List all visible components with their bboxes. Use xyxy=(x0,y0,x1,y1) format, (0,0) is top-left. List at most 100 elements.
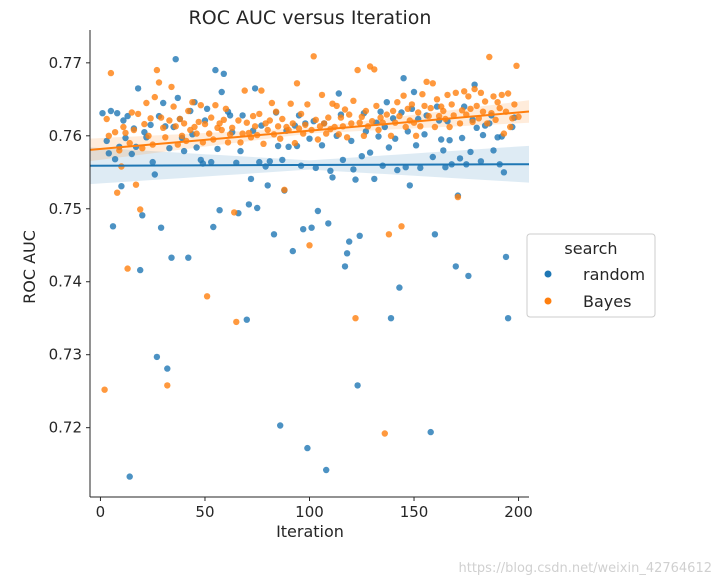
data-point-bayes xyxy=(143,99,150,107)
data-point-bayes xyxy=(151,93,158,101)
y-tick-label: 0.74 xyxy=(49,273,82,291)
data-point-bayes xyxy=(208,114,215,121)
data-point-bayes xyxy=(222,105,230,113)
data-point-bayes xyxy=(425,112,432,120)
data-point-bayes xyxy=(132,181,140,188)
legend-title: search xyxy=(564,239,617,258)
y-axis-title: ROC AUC xyxy=(20,230,39,304)
data-point-bayes xyxy=(385,231,393,238)
data-point-random xyxy=(502,253,510,261)
data-point-random xyxy=(341,263,349,270)
data-point-bayes xyxy=(389,107,397,115)
data-point-random xyxy=(185,254,192,261)
data-point-bayes xyxy=(362,107,370,115)
data-point-bayes xyxy=(490,93,497,100)
data-point-bayes xyxy=(178,132,186,139)
data-point-bayes xyxy=(318,91,326,99)
y-tick-label: 0.73 xyxy=(49,346,82,364)
data-point-random xyxy=(465,272,472,280)
data-point-bayes xyxy=(224,139,232,146)
data-point-bayes xyxy=(335,131,342,138)
data-point-random xyxy=(477,158,485,165)
data-point-bayes xyxy=(170,103,177,110)
data-point-random xyxy=(356,232,363,239)
data-point-bayes xyxy=(237,139,244,146)
y-tick-label: 0.77 xyxy=(49,54,82,72)
data-point-bayes xyxy=(435,112,443,120)
data-point-random xyxy=(304,444,311,452)
data-point-random xyxy=(442,164,449,171)
data-point-random xyxy=(251,85,259,92)
data-point-bayes xyxy=(323,130,330,137)
data-point-bayes xyxy=(448,101,455,108)
data-point-random xyxy=(346,238,353,245)
y-tick-label: 0.72 xyxy=(49,419,82,437)
data-point-random xyxy=(214,145,221,153)
data-point-bayes xyxy=(383,111,390,118)
data-point-random xyxy=(120,117,127,124)
data-point-bayes xyxy=(212,102,219,109)
data-point-bayes xyxy=(147,115,154,122)
data-point-bayes xyxy=(157,114,165,121)
data-point-random xyxy=(111,156,119,163)
data-point-bayes xyxy=(375,126,382,134)
data-point-bayes xyxy=(266,117,273,124)
data-point-random xyxy=(323,466,330,474)
data-point-random xyxy=(126,473,133,480)
data-point-bayes xyxy=(341,106,349,113)
data-point-bayes xyxy=(268,99,276,107)
data-point-bayes xyxy=(446,123,453,131)
data-point-random xyxy=(122,134,129,142)
data-point-random xyxy=(270,231,278,238)
data-point-bayes xyxy=(124,265,131,272)
data-point-bayes xyxy=(394,99,401,106)
data-point-random xyxy=(504,315,512,322)
data-point-random xyxy=(446,137,453,144)
data-point-random xyxy=(306,135,313,142)
data-point-bayes xyxy=(465,93,472,100)
data-point-random xyxy=(141,129,148,136)
legend-marker-random xyxy=(544,270,552,278)
data-point-bayes xyxy=(101,386,108,393)
data-point-bayes xyxy=(398,223,405,230)
data-point-bayes xyxy=(507,123,514,131)
data-point-bayes xyxy=(111,129,119,136)
data-point-bayes xyxy=(218,126,225,134)
data-point-bayes xyxy=(431,123,439,131)
data-point-bayes xyxy=(325,114,332,121)
data-point-bayes xyxy=(279,115,286,123)
data-point-bayes xyxy=(304,101,311,108)
data-point-bayes xyxy=(235,117,242,124)
data-point-random xyxy=(220,70,227,78)
x-axis: 0 50 100 150 200 xyxy=(90,496,533,521)
data-point-bayes xyxy=(471,85,478,93)
legend-marker-bayes xyxy=(544,297,552,305)
data-point-bayes xyxy=(477,89,485,97)
data-point-random xyxy=(371,175,378,183)
data-point-random xyxy=(394,166,401,174)
data-point-bayes xyxy=(180,120,188,127)
data-point-bayes xyxy=(287,100,294,107)
data-point-bayes xyxy=(272,108,280,115)
data-point-random xyxy=(107,107,115,115)
data-point-bayes xyxy=(126,139,133,147)
data-point-random xyxy=(134,85,142,92)
x-tick-label: 200 xyxy=(504,503,533,521)
data-point-bayes xyxy=(185,107,192,115)
data-point-random xyxy=(300,226,307,233)
data-point-bayes xyxy=(337,114,345,121)
data-point-random xyxy=(237,147,244,155)
data-point-random xyxy=(139,212,146,219)
data-point-bayes xyxy=(396,112,403,120)
data-point-bayes xyxy=(343,134,351,141)
data-point-bayes xyxy=(306,242,313,249)
data-point-bayes xyxy=(291,139,299,147)
data-point-bayes xyxy=(189,99,196,106)
data-point-bayes xyxy=(467,105,474,113)
data-point-bayes xyxy=(256,110,263,118)
data-point-random xyxy=(412,142,420,149)
data-point-random xyxy=(366,149,374,156)
x-tick-label: 50 xyxy=(195,503,214,521)
data-point-bayes xyxy=(423,78,430,86)
data-point-bayes xyxy=(206,130,213,137)
